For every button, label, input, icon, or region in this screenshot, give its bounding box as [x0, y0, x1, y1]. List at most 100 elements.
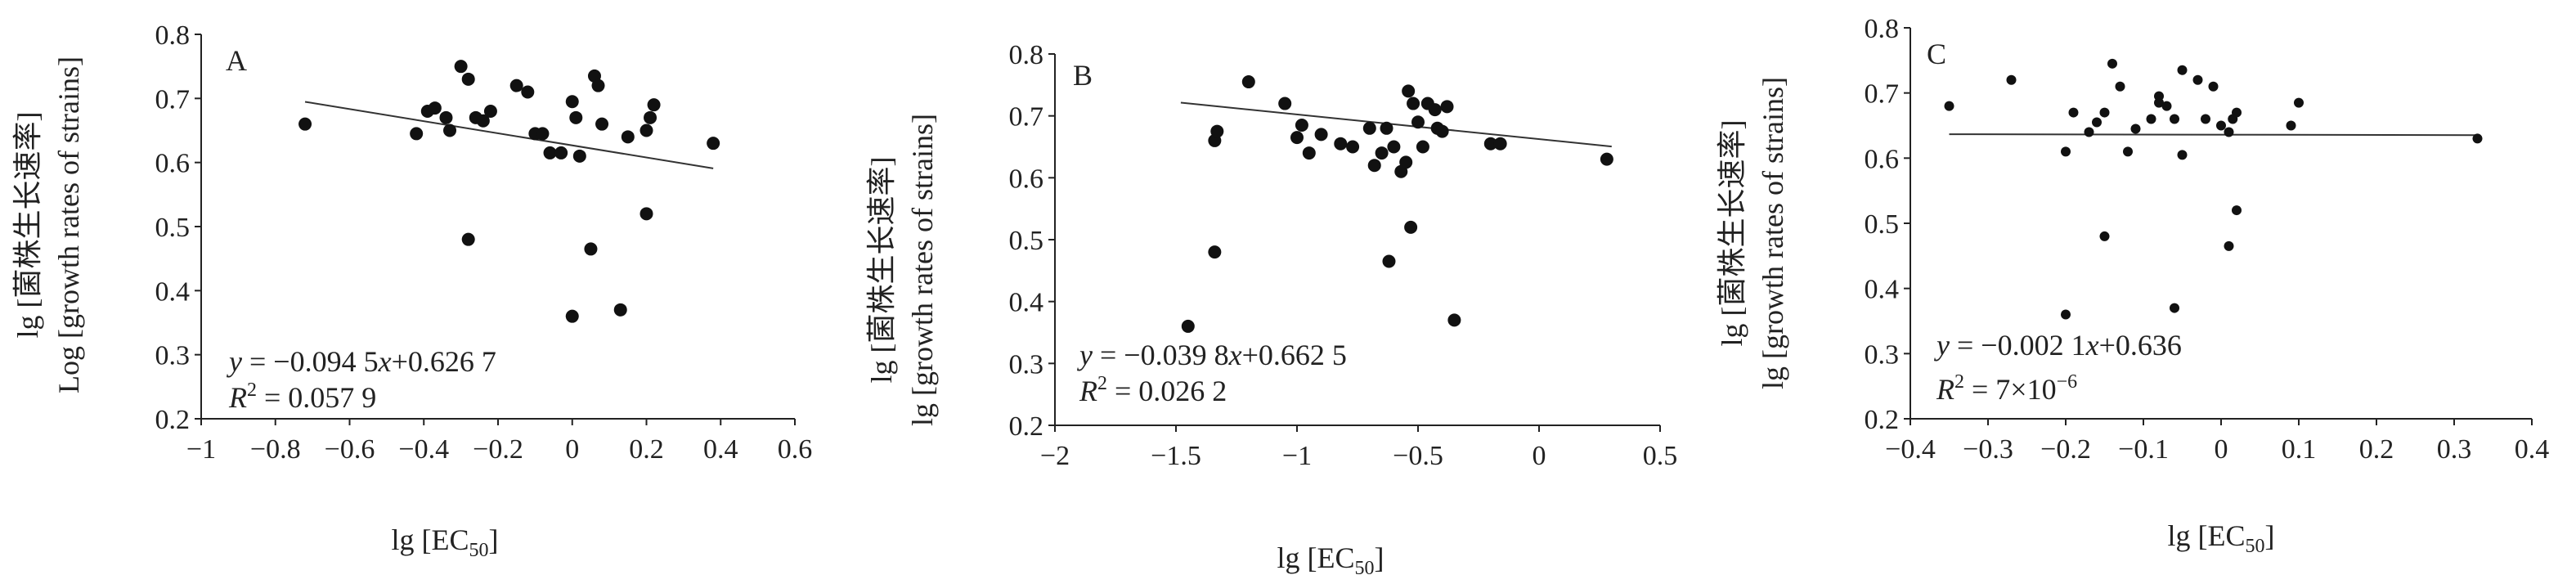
data-point	[2232, 205, 2242, 216]
data-point	[1600, 152, 1613, 166]
x-tick-label: −0.5	[1393, 441, 1443, 471]
data-point	[2107, 58, 2117, 69]
data-point	[2208, 81, 2219, 92]
x-tick-label: −0.3	[1963, 434, 2013, 465]
y-tick-label: 0.3	[1009, 349, 1044, 380]
y-tick-label: 0.4	[1865, 275, 1900, 305]
data-point	[454, 60, 468, 74]
y-tick-label: 0.6	[1865, 144, 1900, 174]
trend-line	[1949, 133, 2478, 137]
data-point	[1362, 121, 1376, 135]
data-point	[554, 146, 568, 159]
x-tick-label: −1.5	[1151, 441, 1201, 471]
data-point	[536, 127, 550, 141]
data-point	[2170, 303, 2179, 313]
panel-c-label: C	[1927, 38, 1946, 70]
data-point	[461, 232, 475, 246]
y-tick-label: 0.7	[1865, 79, 1900, 110]
data-point	[1399, 155, 1413, 169]
y-tick-label: 0.6	[155, 149, 191, 179]
data-point	[476, 114, 490, 128]
x-tick-label: 0.4	[2515, 434, 2550, 465]
data-point	[2224, 127, 2234, 137]
data-point	[1314, 128, 1328, 142]
x-tick-label: −0.1	[2118, 434, 2169, 465]
data-point	[1367, 159, 1381, 173]
data-point	[591, 79, 605, 92]
data-point	[1447, 313, 1461, 327]
data-point	[2146, 114, 2156, 124]
y-tick-label: 0.5	[155, 213, 191, 243]
x-tick-label: 0	[1533, 441, 1546, 471]
data-point	[647, 98, 661, 112]
data-point	[1407, 97, 1420, 110]
data-point	[410, 127, 424, 141]
data-point	[2224, 240, 2234, 251]
data-point	[1334, 137, 1348, 150]
panel-b-equation: y = −0.039 8x+0.662 5	[1077, 339, 1347, 371]
data-point	[1387, 140, 1401, 154]
panel-c-xlabel: lg [EC50]	[2168, 519, 2275, 557]
x-tick-label: −0.6	[325, 434, 375, 465]
data-point	[2192, 74, 2203, 85]
data-point	[1435, 124, 1449, 138]
data-point	[2061, 309, 2071, 320]
data-point	[2099, 231, 2110, 241]
data-point	[483, 105, 497, 118]
data-point	[1416, 140, 1429, 154]
y-tick-label: 0.5	[1865, 209, 1900, 240]
panel-b-ylabel-en: lg [growth rates of strains]	[906, 114, 939, 426]
data-point	[428, 101, 442, 115]
x-tick-label: −0.2	[2040, 434, 2091, 465]
data-point	[2170, 114, 2179, 124]
data-point	[509, 79, 523, 92]
panel-a-r2: R2 = 0.057 9	[228, 380, 376, 414]
x-tick-label: 0.4	[703, 434, 738, 465]
data-point	[1380, 121, 1393, 135]
panel-a-ylabel-zh: lg [菌株生长速率]	[11, 112, 44, 339]
y-tick-label: 0.4	[155, 276, 191, 307]
data-point	[2201, 114, 2210, 124]
panel-a-ylabel-en: Log [growth rates of strains]	[52, 56, 85, 393]
panel-c-equation: y = −0.002 1x+0.636	[1934, 329, 2182, 362]
y-tick-label: 0.7	[1009, 102, 1044, 133]
data-point	[1290, 131, 1304, 145]
panel-a-label: A	[226, 44, 247, 77]
data-point	[2092, 117, 2102, 128]
data-point	[2216, 120, 2226, 131]
data-point	[2068, 107, 2079, 118]
y-tick-label: 0.3	[155, 341, 191, 371]
data-point	[1944, 101, 1954, 111]
y-tick-label: 0.6	[1009, 164, 1044, 194]
y-tick-label: 0.8	[1865, 14, 1900, 44]
panel-b: B lg [菌株生长速率] lg [growth rates of strain…	[865, 40, 1677, 575]
data-point	[443, 124, 457, 137]
data-point	[461, 72, 475, 86]
data-point	[1278, 97, 1292, 110]
x-tick-label: −0.8	[250, 434, 301, 465]
x-tick-label: −0.2	[473, 434, 523, 465]
panel-c-ylabel-en: lg [growth rates of strains]	[1757, 77, 1789, 389]
data-point	[595, 117, 609, 131]
panel-c-r2: R2 = 7×10−6	[1936, 371, 2077, 406]
x-tick-label: −1	[1282, 441, 1312, 471]
data-point	[2099, 107, 2110, 118]
data-point	[1404, 220, 1418, 234]
data-point	[298, 117, 312, 131]
data-point	[2061, 146, 2071, 157]
y-tick-label: 0.2	[155, 405, 191, 435]
panel-b-ylabel-zh: lg [菌株生长速率]	[865, 157, 898, 384]
x-tick-label: 0.3	[2437, 434, 2472, 465]
data-point	[1483, 137, 1497, 150]
data-point	[1208, 245, 1222, 259]
x-tick-label: −2	[1040, 441, 1070, 471]
data-point	[2472, 133, 2483, 144]
x-tick-label: −0.4	[398, 434, 449, 465]
data-point	[2286, 120, 2296, 131]
data-point	[2006, 74, 2017, 85]
data-point	[1181, 319, 1195, 333]
data-point	[2177, 65, 2188, 75]
y-tick-label: 0.3	[1865, 339, 1900, 370]
data-point	[707, 137, 720, 150]
